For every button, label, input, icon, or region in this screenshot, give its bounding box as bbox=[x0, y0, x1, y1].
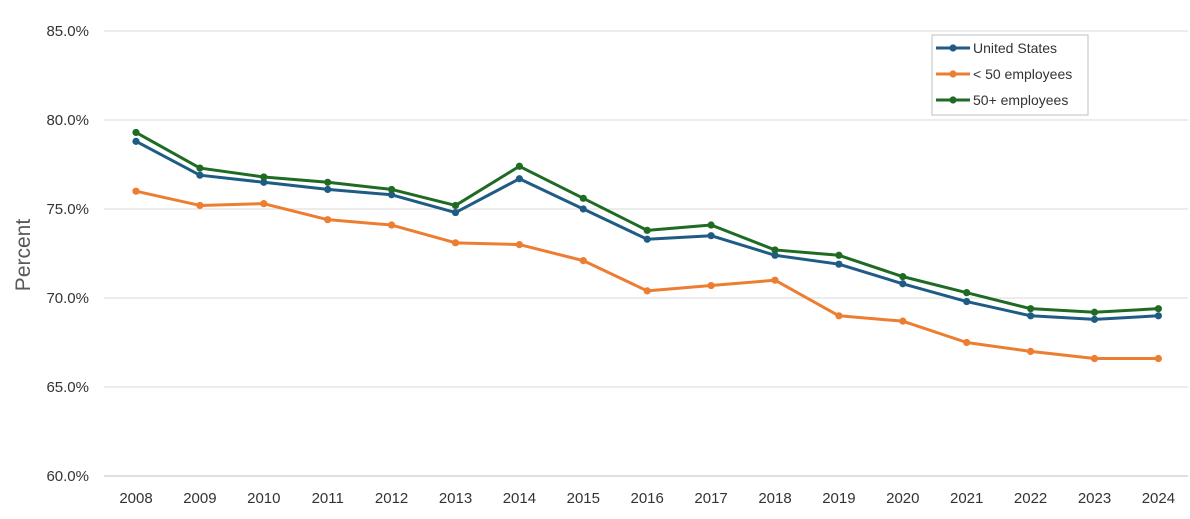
y-tick-label: 85.0% bbox=[46, 23, 89, 40]
y-tick-label: 60.0% bbox=[46, 468, 89, 485]
x-tick-label: 2021 bbox=[950, 490, 983, 507]
data-point bbox=[1027, 347, 1035, 355]
legend-marker bbox=[949, 44, 957, 52]
data-point bbox=[707, 232, 715, 240]
data-point bbox=[1154, 305, 1162, 313]
data-point bbox=[324, 178, 332, 186]
legend: United States < 50 employees 50+ employees bbox=[931, 34, 1089, 116]
data-point bbox=[1154, 312, 1162, 320]
legend-marker bbox=[949, 96, 957, 104]
data-point bbox=[451, 201, 460, 210]
data-point bbox=[196, 171, 204, 179]
data-point bbox=[260, 178, 268, 186]
x-tick-label: 2013 bbox=[439, 490, 472, 507]
data-point bbox=[963, 297, 971, 306]
x-tick-label: 2014 bbox=[503, 490, 536, 507]
data-point bbox=[196, 164, 204, 172]
data-point bbox=[388, 191, 396, 199]
legend-label: United States bbox=[973, 40, 1057, 56]
data-point bbox=[132, 137, 140, 145]
data-point bbox=[771, 251, 779, 259]
series-lines bbox=[132, 128, 1162, 363]
legend-label: < 50 employees bbox=[973, 66, 1072, 82]
x-tick-label: 2016 bbox=[631, 490, 664, 507]
data-point bbox=[451, 208, 460, 217]
x-tick-label: 2018 bbox=[758, 490, 791, 507]
x-tick-label: 2012 bbox=[375, 490, 408, 507]
series-0 bbox=[132, 137, 1162, 323]
data-point bbox=[771, 246, 779, 254]
data-point bbox=[835, 260, 843, 268]
data-point bbox=[515, 241, 524, 249]
data-point bbox=[707, 281, 715, 290]
data-point bbox=[260, 200, 268, 208]
data-point bbox=[643, 235, 651, 243]
y-tick-label: 70.0% bbox=[46, 290, 89, 307]
data-point bbox=[196, 201, 204, 210]
data-point bbox=[1090, 354, 1099, 363]
series-line bbox=[135, 131, 1159, 314]
data-point bbox=[771, 276, 779, 284]
data-point bbox=[1027, 312, 1035, 320]
data-point bbox=[1154, 354, 1162, 363]
data-point bbox=[1090, 308, 1099, 316]
data-point bbox=[324, 216, 332, 224]
x-tick-label: 2008 bbox=[119, 490, 152, 507]
data-point bbox=[515, 162, 524, 170]
data-point bbox=[388, 185, 396, 194]
x-tick-label: 2010 bbox=[247, 490, 280, 507]
data-point bbox=[579, 205, 587, 213]
data-point bbox=[707, 221, 715, 229]
data-point bbox=[132, 187, 140, 195]
x-tick-label: 2011 bbox=[312, 490, 344, 507]
x-tick-label: 2019 bbox=[822, 490, 855, 507]
data-point bbox=[899, 273, 907, 281]
series-1 bbox=[132, 187, 1162, 363]
x-tick-label: 2009 bbox=[183, 490, 216, 507]
data-point bbox=[963, 338, 971, 347]
data-point bbox=[899, 280, 907, 288]
data-point bbox=[1027, 305, 1035, 313]
data-point bbox=[835, 312, 843, 320]
x-tick-label: 2020 bbox=[886, 490, 919, 507]
data-point bbox=[260, 173, 268, 181]
legend-marker bbox=[949, 70, 957, 78]
x-axis-ticks: 2008 2009 2010 2011 2012 2013 2014 2015 2016 2017… bbox=[119, 490, 1175, 507]
series-line bbox=[135, 189, 1159, 361]
series-2 bbox=[132, 128, 1162, 316]
data-point bbox=[515, 175, 524, 183]
x-tick-label: 2024 bbox=[1142, 490, 1175, 507]
data-point bbox=[963, 289, 971, 297]
y-axis-label: Percent bbox=[12, 219, 35, 292]
y-tick-label: 75.0% bbox=[46, 201, 89, 218]
data-point bbox=[643, 287, 651, 295]
data-point bbox=[835, 251, 843, 259]
data-point bbox=[1090, 315, 1099, 323]
x-tick-label: 2022 bbox=[1014, 490, 1047, 507]
data-point bbox=[579, 194, 587, 202]
x-tick-label: 2023 bbox=[1078, 490, 1111, 507]
data-point bbox=[324, 185, 332, 194]
x-tick-label: 2015 bbox=[567, 490, 600, 507]
y-tick-label: 65.0% bbox=[46, 379, 89, 396]
y-tick-label: 80.0% bbox=[46, 112, 89, 129]
data-point bbox=[451, 239, 460, 247]
x-tick-label: 2017 bbox=[694, 490, 727, 507]
legend-label: 50+ employees bbox=[973, 92, 1068, 108]
data-point bbox=[899, 317, 907, 325]
data-point bbox=[643, 226, 651, 234]
data-point bbox=[579, 257, 587, 265]
y-axis-ticks: 60.0% 65.0% 70.0% 75.0% 80.0% 85.0% bbox=[46, 23, 89, 485]
data-point bbox=[132, 128, 140, 137]
data-point bbox=[388, 221, 396, 229]
